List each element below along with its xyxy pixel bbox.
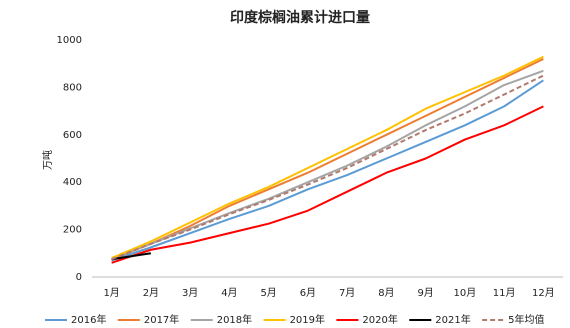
x-tick-label: 2月 [143, 287, 159, 299]
x-tick-label: 7月 [339, 287, 355, 299]
legend-label: 2017年 [144, 313, 179, 326]
y-axis-label: 万吨 [41, 150, 54, 170]
series-line [111, 74, 544, 261]
series-line [111, 58, 544, 261]
x-tick-label: 5月 [260, 287, 276, 299]
x-tick-label: 1月 [103, 287, 119, 299]
x-tick-label: 3月 [182, 287, 198, 299]
legend-label: 2019年 [290, 313, 325, 326]
series-line [111, 79, 544, 262]
x-tick-label: 11月 [493, 287, 516, 299]
series-line [111, 252, 152, 261]
legend-label: 2016年 [71, 313, 106, 326]
y-tick-label: 800 [63, 82, 82, 93]
x-tick-label: 9月 [417, 287, 433, 299]
series-line [111, 69, 544, 259]
y-tick-label: 600 [63, 130, 82, 141]
x-tick-label: 8月 [378, 287, 394, 299]
x-tick-label: 12月 [532, 287, 555, 299]
legend-label: 2021年 [435, 313, 470, 326]
chart-title: 印度棕榈油累计进口量 [230, 9, 370, 26]
legend-label: 5年均值 [508, 313, 544, 326]
y-tick-label: 400 [63, 177, 82, 188]
series-line [111, 55, 544, 259]
x-tick-label: 4月 [221, 287, 237, 299]
y-tick-label: 0 [76, 272, 82, 283]
x-tick-label: 10月 [454, 287, 477, 299]
series-line [111, 105, 544, 264]
legend-label: 2020年 [362, 313, 397, 326]
y-tick-label: 1000 [57, 35, 82, 46]
x-tick-label: 6月 [300, 287, 316, 299]
y-tick-label: 200 [63, 225, 82, 236]
legend-label: 2018年 [217, 313, 252, 326]
